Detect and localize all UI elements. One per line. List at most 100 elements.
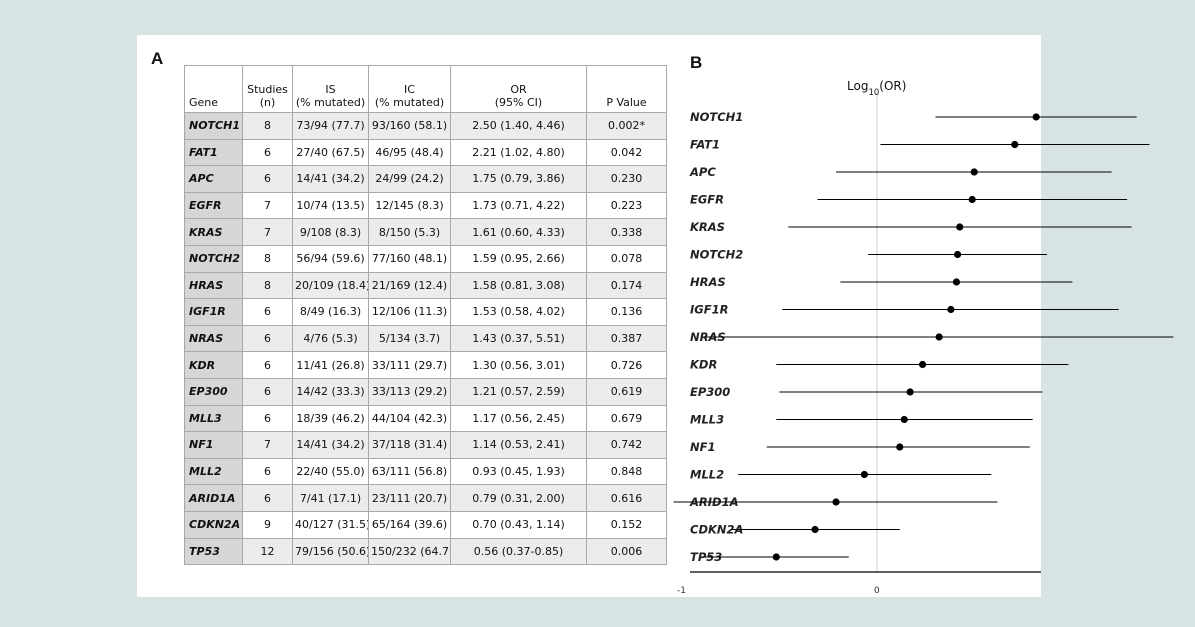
- gene-cell: IGF1R: [184, 298, 243, 326]
- header-ic: IC (% mutated): [368, 65, 451, 113]
- ic-mutated-cell: 150/232 (64.7): [368, 537, 451, 566]
- gene-label: EP300: [690, 385, 730, 399]
- is-mutated-cell: 10/74 (13.5): [292, 191, 369, 220]
- is-mutated-cell: 40/127 (31.5): [292, 510, 369, 539]
- p-value-cell: 0.387: [586, 324, 667, 353]
- p-value-cell: 0.338: [586, 218, 667, 246]
- gene-cell: MLL2: [184, 457, 243, 486]
- table-row: CDKN2A 9 40/127 (31.5) 65/164 (39.6) 0.70 (0…: [184, 510, 667, 539]
- plot-title: Log10(OR): [847, 79, 906, 98]
- p-value-cell: 0.619: [586, 377, 667, 406]
- or-point: [900, 415, 908, 424]
- studies-cell: 6: [242, 457, 293, 486]
- or-point: [953, 250, 962, 259]
- is-mutated-cell: 22/40 (55.0): [292, 457, 369, 486]
- gene-cell: NOTCH2: [184, 244, 243, 273]
- table-row: MLL2 6 22/40 (55.0) 63/111 (56.8) 0.93 (0.45…: [184, 457, 667, 486]
- table-row: EP300 6 14/42 (33.3) 33/113 (29.2) 1.21 (0.5…: [184, 377, 667, 406]
- or-point: [918, 360, 927, 369]
- x-tick-label: -1: [677, 586, 686, 596]
- is-mutated-cell: 14/42 (33.3): [292, 377, 369, 406]
- studies-cell: 6: [242, 404, 293, 433]
- gene-label: NOTCH1: [690, 110, 743, 124]
- ic-mutated-cell: 21/169 (12.4): [368, 271, 451, 300]
- table-row: NF1 7 14/41 (34.2) 37/118 (31.4) 1.14 (0.53,…: [184, 431, 667, 459]
- or-point: [947, 305, 955, 314]
- panel-b-label: B: [690, 53, 703, 72]
- studies-cell: 7: [242, 191, 293, 220]
- gene-label: KDR: [690, 358, 717, 372]
- table-row: HRAS 8 20/109 (18.4) 21/169 (12.4) 1.58 (0.8…: [184, 271, 667, 300]
- odds-ratio-cell: 1.17 (0.56, 2.45): [450, 404, 587, 433]
- odds-ratio-cell: 1.53 (0.58, 4.02): [450, 298, 587, 326]
- table-header-row: Gene Studies (n) IS (% mutated) IC (% mutat…: [184, 65, 667, 113]
- figure: A B Gene Studies (n) IS (% mutated) IC (% m…: [137, 35, 1174, 597]
- table-row: IGF1R 6 8/49 (16.3) 12/106 (11.3) 1.53 (0.58…: [184, 298, 667, 326]
- table-row: TP53 12 79/156 (50.6) 150/232 (64.7) 0.56 (0…: [184, 537, 667, 566]
- p-value-cell: 0.742: [586, 431, 667, 459]
- table-row: NOTCH2 8 56/94 (59.6) 77/160 (48.1) 1.59 (0.…: [184, 244, 667, 273]
- gene-label: MLL2: [690, 468, 724, 482]
- table-row: NOTCH1 8 73/94 (77.7) 93/160 (58.1) 2.50 (1.…: [184, 112, 667, 140]
- studies-cell: 7: [242, 218, 293, 246]
- table-row: MLL3 6 18/39 (46.2) 44/104 (42.3) 1.17 (0.56…: [184, 404, 667, 433]
- gene-label: NOTCH2: [690, 248, 743, 262]
- gene-label: IGF1R: [690, 303, 728, 317]
- or-point: [896, 443, 904, 451]
- is-mutated-cell: 18/39 (46.2): [292, 404, 369, 433]
- ic-mutated-cell: 63/111 (56.8): [368, 457, 451, 486]
- gene-cell: KDR: [184, 351, 243, 379]
- gene-label: CDKN2A: [690, 523, 743, 537]
- header-is: IS (% mutated): [292, 65, 369, 113]
- forest-plot: Log10(OR) -1 0 NOTCH1 FAT1 APC EGFR KRAS NOTCH2 H…: [673, 79, 1174, 596]
- header-p-value: P Value: [586, 65, 667, 113]
- or-point: [860, 470, 868, 479]
- odds-ratio-cell: 0.79 (0.31, 2.00): [450, 484, 587, 512]
- studies-cell: 8: [242, 271, 293, 300]
- gene-label: FAT1: [690, 138, 720, 152]
- gene-cell: MLL3: [184, 404, 243, 433]
- ic-mutated-cell: 8/150 (5.3): [368, 218, 451, 246]
- gene-cell: KRAS: [184, 218, 243, 246]
- is-mutated-cell: 56/94 (59.6): [292, 244, 369, 273]
- gene-cell: APC: [184, 165, 243, 193]
- ic-mutated-cell: 65/164 (39.6): [368, 510, 451, 539]
- or-point: [832, 498, 840, 506]
- ic-mutated-cell: 12/106 (11.3): [368, 298, 451, 326]
- odds-ratio-cell: 1.21 (0.57, 2.59): [450, 377, 587, 406]
- gene-label: MLL3: [690, 413, 724, 427]
- studies-cell: 6: [242, 484, 293, 512]
- gene-cell: HRAS: [184, 271, 243, 300]
- odds-ratio-cell: 1.73 (0.71, 4.22): [450, 191, 587, 220]
- or-point: [956, 223, 964, 231]
- gene-cell: ARID1A: [184, 484, 243, 512]
- p-value-cell: 0.006: [586, 537, 667, 566]
- table-row: NRAS 6 4/76 (5.3) 5/134 (3.7) 1.43 (0.37, 5.…: [184, 324, 667, 353]
- x-tick-label: 0: [874, 586, 880, 596]
- ic-mutated-cell: 33/113 (29.2): [368, 377, 451, 406]
- is-mutated-cell: 9/108 (8.3): [292, 218, 369, 246]
- ic-mutated-cell: 93/160 (58.1): [368, 112, 451, 140]
- p-value-cell: 0.726: [586, 351, 667, 379]
- or-point: [952, 278, 961, 286]
- or-point: [906, 388, 914, 396]
- gene-cell: FAT1: [184, 138, 243, 167]
- table-row: FAT1 6 27/40 (67.5) 46/95 (48.4) 2.21 (1.02,…: [184, 138, 667, 167]
- or-point: [968, 195, 976, 204]
- studies-cell: 6: [242, 165, 293, 193]
- p-value-cell: 0.174: [586, 271, 667, 300]
- gene-cell: NOTCH1: [184, 112, 243, 140]
- is-mutated-cell: 4/76 (5.3): [292, 324, 369, 353]
- or-point: [1011, 140, 1019, 149]
- table-row: EGFR 7 10/74 (13.5) 12/145 (8.3) 1.73 (0.71,…: [184, 191, 667, 220]
- header-or: OR (95% CI): [450, 65, 587, 113]
- ic-mutated-cell: 77/160 (48.1): [368, 244, 451, 273]
- ic-mutated-cell: 33/111 (29.7): [368, 351, 451, 379]
- studies-cell: 8: [242, 112, 293, 140]
- is-mutated-cell: 8/49 (16.3): [292, 298, 369, 326]
- header-gene: Gene: [184, 65, 243, 113]
- gene-cell: CDKN2A: [184, 510, 243, 539]
- gene-cell: EP300: [184, 377, 243, 406]
- gene-label: HRAS: [690, 275, 726, 289]
- odds-ratio-cell: 1.43 (0.37, 5.51): [450, 324, 587, 353]
